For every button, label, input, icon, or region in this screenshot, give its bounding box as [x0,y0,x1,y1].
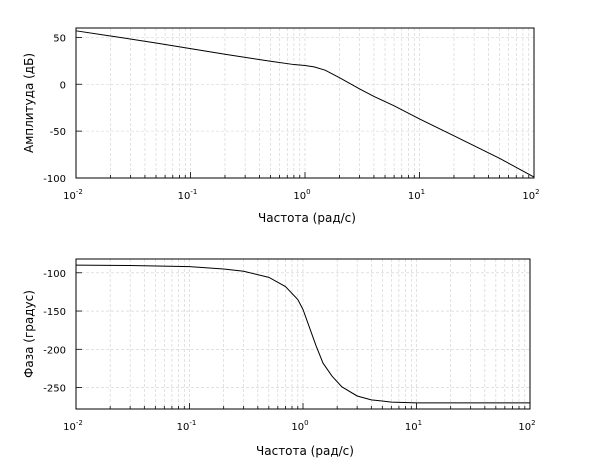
x-tick-label: 101 [405,419,422,433]
y-tick-label: -200 [43,345,66,356]
y-tick-label: -100 [43,269,66,280]
y-tick-label: 50 [53,33,66,44]
x-tick-label: 10-2 [63,419,83,433]
y-tick-label: -50 [50,127,66,138]
phase-plot: Частота (рад/с) Фаза (градус) 10-2 10-1 10… [22,258,536,458]
x-tick-label: 100 [291,419,308,433]
x-tick-label: 101 [408,188,425,202]
grid-lines [75,259,531,409]
response-curve [75,30,535,178]
x-tick-label: 10-2 [63,188,83,202]
phase-y-axis-label: Фаза (градус) [22,290,36,378]
x-tick-label: 102 [518,419,535,433]
x-tick-label: 102 [522,188,539,202]
y-tick-label: -150 [43,307,66,318]
y-tick-label: -100 [43,174,66,185]
y-tick-label: -250 [43,384,66,395]
response-curve [75,264,530,404]
phase-x-axis-label: Частота (рад/с) [256,444,354,458]
magnitude-x-axis-label: Частота (рад/с) [258,211,356,225]
magnitude-plot: Частота (рад/с) Амплитуда (дБ) 10-2 10-1 1… [22,27,540,225]
x-tick-label: 100 [293,188,310,202]
grid-lines [75,28,535,179]
magnitude-y-axis-label: Амплитуда (дБ) [22,53,36,153]
y-tick-label: 0 [60,80,66,91]
x-tick-label: 10-1 [178,188,198,202]
x-tick-label: 10-1 [177,419,197,433]
